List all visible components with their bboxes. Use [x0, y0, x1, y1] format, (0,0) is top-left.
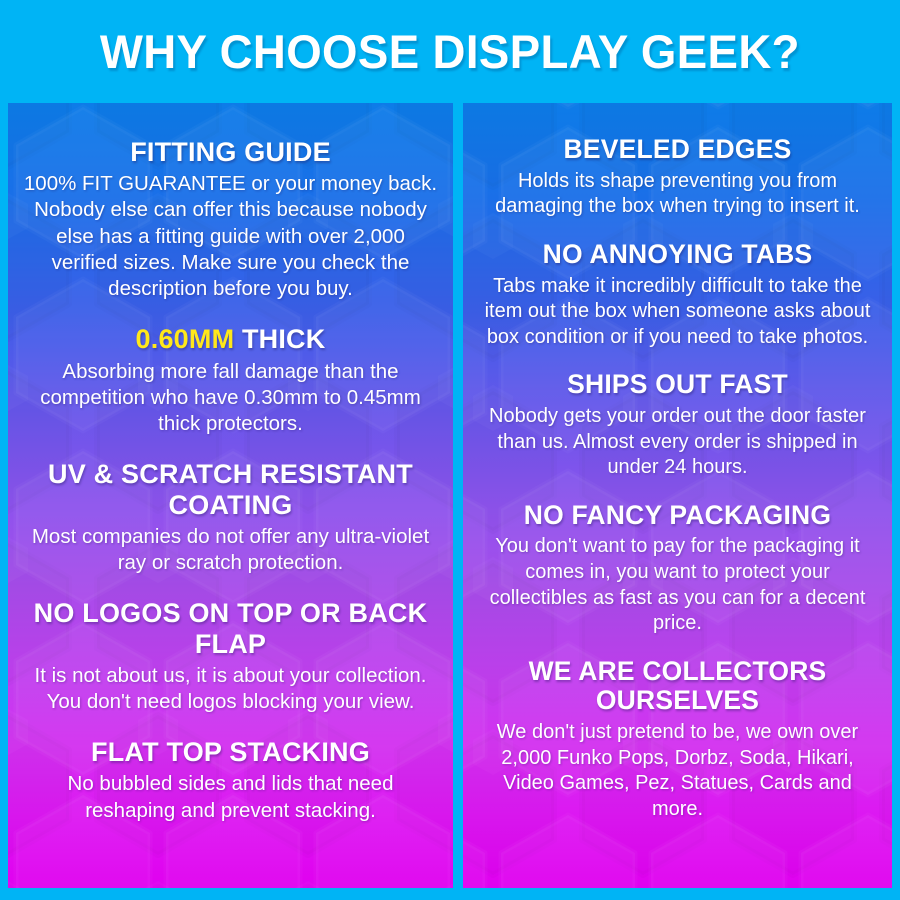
feature-block-no-fancy-packaging: NO FANCY PACKAGING You don't want to pay…	[477, 499, 878, 637]
feature-body: You don't want to pay for the packaging …	[489, 535, 866, 635]
feature-block-beveled-edges: BEVELED EDGES Holds its shape preventing…	[477, 134, 878, 220]
thickness-label: THICK	[234, 324, 326, 355]
bottom-border	[0, 888, 900, 900]
feature-block-uv-scratch: UV & SCRATCH RESISTANT COATING Most comp…	[22, 459, 439, 576]
right-border	[892, 103, 900, 888]
column-divider	[453, 103, 463, 888]
feature-title: NO ANNOYING TABS	[542, 238, 813, 269]
feature-title: NO FANCY PACKAGING	[523, 499, 832, 530]
feature-columns: FITTING GUIDE 100% FIT GUARANTEE or your…	[0, 103, 900, 888]
left-feature-column: FITTING GUIDE 100% FIT GUARANTEE or your…	[8, 103, 453, 888]
feature-block-no-logos: NO LOGOS ON TOP OR BACK FLAP It is not a…	[22, 598, 439, 715]
feature-body: 100% FIT GUARANTEE or your money back. N…	[23, 172, 438, 301]
left-border	[0, 103, 8, 888]
feature-block-ships-out-fast: SHIPS OUT FAST Nobody gets your order ou…	[477, 370, 878, 480]
feature-title: FITTING GUIDE	[130, 137, 331, 167]
feature-title: FLAT TOP STACKING	[91, 737, 370, 768]
feature-body: Absorbing more fall damage than the comp…	[40, 359, 421, 436]
feature-body: Nobody gets your order out the door fast…	[489, 404, 866, 479]
feature-block-no-annoying-tabs: NO ANNOYING TABS Tabs make it incredibly…	[477, 238, 878, 350]
feature-body: Holds its shape preventing you from dama…	[495, 169, 860, 218]
feature-title: BEVELED EDGES	[563, 134, 792, 164]
feature-body: Most companies do not offer any ultra-vi…	[31, 524, 430, 575]
feature-body: No bubbled sides and lids that need resh…	[67, 772, 394, 822]
feature-body: Tabs make it incredibly difficult to tak…	[484, 274, 871, 348]
feature-title: UV & SCRATCH RESISTANT COATING	[48, 459, 413, 520]
left-column-content: FITTING GUIDE 100% FIT GUARANTEE or your…	[8, 103, 453, 824]
header-bar: WHY CHOOSE DISPLAY GEEK?	[0, 0, 900, 103]
right-column-content: BEVELED EDGES Holds its shape preventing…	[463, 103, 892, 823]
feature-block-thickness: 0.60MM THICK Absorbing more fall damage …	[22, 324, 439, 437]
feature-body: We don't just pretend to be, we own over…	[496, 721, 859, 820]
page-title: WHY CHOOSE DISPLAY GEEK?	[99, 25, 801, 78]
feature-title: SHIPS OUT FAST	[567, 369, 788, 400]
feature-title: NO LOGOS ON TOP OR BACK FLAP	[33, 598, 428, 659]
feature-block-flat-top-stacking: FLAT TOP STACKING No bubbled sides and l…	[22, 737, 439, 824]
thickness-highlight: 0.60MM	[135, 324, 235, 355]
feature-block-we-are-collectors: WE ARE COLLECTORS OURSELVES We don't jus…	[477, 655, 878, 823]
feature-block-fitting-guide: FITTING GUIDE 100% FIT GUARANTEE or your…	[22, 137, 439, 302]
feature-title: 0.60MM THICK	[22, 324, 439, 354]
feature-body: It is not about us, it is about your col…	[34, 663, 427, 713]
right-feature-column: BEVELED EDGES Holds its shape preventing…	[463, 103, 892, 888]
feature-title: WE ARE COLLECTORS OURSELVES	[528, 655, 827, 716]
